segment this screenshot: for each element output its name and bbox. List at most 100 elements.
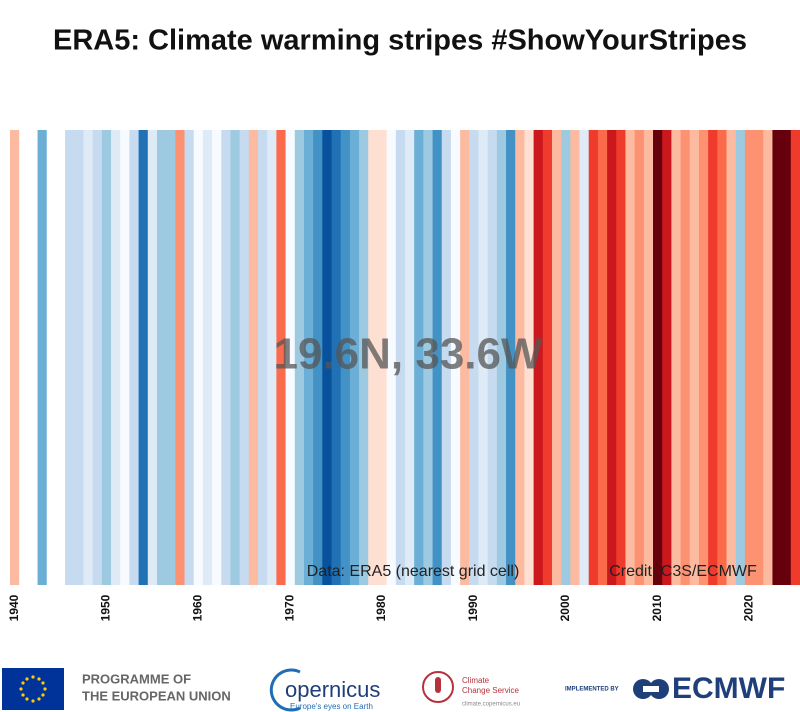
ecmwf-text: ECMWF — [672, 672, 785, 705]
stripe — [671, 130, 681, 585]
stripe — [487, 130, 498, 585]
stripe — [506, 130, 516, 585]
stripe — [212, 130, 222, 585]
stripe — [478, 130, 489, 585]
x-tick-label: 1980 — [374, 594, 388, 621]
stripe — [322, 130, 332, 585]
stripe — [561, 130, 571, 585]
chart-title: ERA5: Climate warming stripes #ShowYourS… — [53, 25, 747, 57]
eu-flag — [2, 668, 64, 710]
stripe — [184, 130, 195, 585]
stripe — [65, 130, 75, 585]
stripe — [202, 130, 213, 585]
stripe — [359, 130, 369, 585]
stripe — [570, 130, 580, 585]
stripe — [92, 130, 103, 585]
stripe — [607, 130, 617, 585]
stripe — [10, 130, 20, 585]
stripe — [340, 130, 351, 585]
stripe — [469, 130, 479, 585]
stripe — [496, 130, 507, 585]
stripe — [239, 130, 250, 585]
stripe — [74, 130, 84, 585]
x-tick-label: 1960 — [190, 594, 204, 621]
eu-text: PROGRAMME OF — [82, 671, 191, 686]
stripe — [643, 130, 654, 585]
c3s-text: Change Service — [462, 686, 519, 695]
stripe — [653, 130, 663, 585]
x-tick-label: 2000 — [558, 594, 572, 621]
source-note: Data: ERA5 (nearest grid cell) — [307, 563, 520, 580]
stripe — [542, 130, 553, 585]
stripe — [395, 130, 406, 585]
stripe — [120, 130, 130, 585]
stripe — [763, 130, 773, 585]
stripe — [772, 130, 783, 585]
stripe — [349, 130, 360, 585]
stripe — [101, 130, 112, 585]
stripe — [386, 130, 397, 585]
x-tick-label: 1970 — [282, 594, 296, 621]
stripe — [37, 130, 48, 585]
stripe — [129, 130, 140, 585]
stripe — [303, 130, 314, 585]
x-tick-label: 1950 — [99, 594, 113, 621]
stripe — [460, 130, 470, 585]
stripe — [258, 130, 268, 585]
stripe — [276, 130, 286, 585]
stripe — [441, 130, 452, 585]
stripe — [450, 130, 461, 585]
stripe — [744, 130, 755, 585]
location-label: 19.6N, 33.6W — [273, 330, 542, 379]
stripe — [790, 130, 800, 585]
stripe — [689, 130, 700, 585]
stripe — [754, 130, 764, 585]
stripe — [313, 130, 323, 585]
stripe — [781, 130, 792, 585]
credit-note: Credit: C3S/ECMWF — [609, 563, 757, 580]
stripe — [83, 130, 94, 585]
eu-stars — [19, 675, 47, 703]
stripe — [294, 130, 305, 585]
stripe — [579, 130, 590, 585]
stripe — [698, 130, 709, 585]
stripe — [423, 130, 433, 585]
stripe — [735, 130, 746, 585]
x-axis: 1940 1950 1960 1970 1980 1990 2000 2010 2020 — [7, 594, 756, 621]
copernicus-text: opernicus — [285, 677, 380, 702]
stripe — [524, 130, 535, 585]
implemented-by: IMPLEMENTED BY — [565, 687, 619, 693]
stripe — [414, 130, 424, 585]
stripe — [267, 130, 277, 585]
x-tick-label: 2010 — [650, 594, 664, 621]
stripe — [193, 130, 204, 585]
stripe — [597, 130, 608, 585]
stripe — [221, 130, 231, 585]
c3s-text: Climate — [462, 676, 490, 685]
stripe — [166, 130, 176, 585]
c3s-url: climate.copernicus.eu — [462, 702, 520, 708]
stripe — [588, 130, 599, 585]
x-tick-label: 2020 — [742, 594, 756, 621]
stripe — [662, 130, 672, 585]
ecmwf-mark — [633, 679, 669, 699]
stripe — [717, 130, 727, 585]
stripe — [19, 130, 29, 585]
c3s-thermometer — [435, 677, 441, 693]
stripe — [515, 130, 525, 585]
stripe — [551, 130, 562, 585]
stripe — [138, 130, 149, 585]
stripe — [533, 130, 544, 585]
stripe — [156, 130, 167, 585]
stripes — [10, 130, 800, 585]
c3s-logo — [422, 671, 454, 703]
stripe — [405, 130, 415, 585]
stripe — [55, 130, 66, 585]
x-tick-label: 1990 — [466, 594, 480, 621]
stripe — [46, 130, 57, 585]
stripe — [248, 130, 259, 585]
stripe — [368, 130, 378, 585]
stripe — [230, 130, 241, 585]
stripe — [285, 130, 296, 585]
